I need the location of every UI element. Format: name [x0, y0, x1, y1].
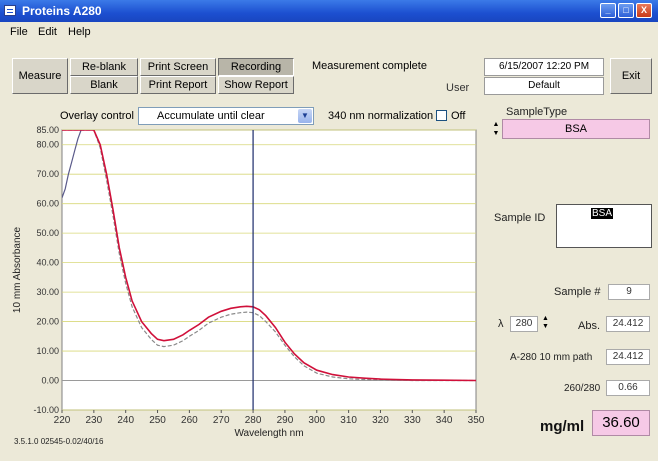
close-button[interactable]: X — [636, 3, 652, 18]
x-tick-label: 290 — [277, 415, 294, 426]
normalization-checkbox[interactable] — [436, 110, 447, 121]
x-tick-label: 240 — [117, 415, 134, 426]
abs-label: Abs. — [578, 320, 601, 332]
x-tick-label: 220 — [54, 415, 71, 426]
ratio-label: 260/280 — [564, 383, 601, 394]
ratio-value: 0.66 — [606, 380, 650, 396]
app-icon — [4, 5, 16, 16]
plot-area — [61, 129, 477, 411]
x-tick-label: 250 — [149, 415, 166, 426]
chevron-down-icon[interactable]: ▼ — [298, 109, 312, 123]
x-tick-label: 300 — [308, 415, 325, 426]
y-tick-label: 20.00 — [36, 317, 59, 327]
x-tick-label: 310 — [340, 415, 357, 426]
sample-id-label: Sample ID — [494, 212, 546, 224]
lambda-symbol: λ — [498, 318, 504, 330]
y-tick-label: 70.00 — [36, 169, 59, 179]
overlay-control-dropdown[interactable]: Accumulate until clear ▼ — [138, 107, 314, 125]
sample-id-field[interactable]: BSA — [556, 204, 652, 248]
normalization-label: 340 nm normalization — [328, 110, 434, 122]
print-report-button[interactable]: Print Report — [140, 76, 216, 94]
chart-panel: Overlay control Accumulate until clear ▼… — [6, 104, 484, 454]
x-axis-label: Wavelength nm — [234, 428, 303, 439]
x-tick-label: 340 — [436, 415, 453, 426]
menu-help[interactable]: Help — [68, 26, 91, 38]
y-tick-label: 60.00 — [36, 199, 59, 209]
y-tick-label: -10.00 — [33, 405, 59, 415]
series-line-0 — [62, 130, 476, 382]
user-label: User — [446, 82, 470, 94]
menu-file[interactable]: File — [10, 26, 28, 38]
y-tick-label: 40.00 — [36, 258, 59, 268]
exit-button[interactable]: Exit — [610, 58, 652, 94]
x-tick-label: 350 — [468, 415, 484, 426]
title-bar: Proteins A280 _ □ X — [0, 0, 658, 22]
normalization-off-label: Off — [451, 110, 466, 122]
minimize-button[interactable]: _ — [600, 3, 616, 18]
y-tick-label: 50.00 — [36, 228, 59, 238]
y-tick-label: 30.00 — [36, 287, 59, 297]
menu-bar: File Edit Help — [0, 22, 658, 42]
y-tick-label: 85.00 — [36, 126, 59, 135]
wavelength-spinner-icon[interactable]: ▲ ▼ — [542, 315, 549, 330]
sample-type-label: SampleType — [506, 106, 568, 118]
sample-number-value: 9 — [608, 284, 650, 300]
absorbance-chart: 85.00 80.00 70.00 60.00 50.00 40.00 30.00 20.00… — [12, 126, 484, 439]
y-tick-label: 80.00 — [36, 140, 59, 150]
toolbar: Measure Re-blank Blank Print Screen Prin… — [6, 50, 652, 100]
y-axis-label: 10 mm Absorbance — [12, 226, 23, 313]
sample-id-value: BSA — [591, 208, 614, 219]
user-field[interactable]: Default — [484, 77, 604, 95]
a280-label: A-280 10 mm path — [510, 352, 593, 363]
series-line-2 — [62, 130, 85, 199]
measure-button[interactable]: Measure — [12, 58, 68, 94]
x-tick-label: 270 — [213, 415, 230, 426]
concentration-label: mg/ml — [540, 418, 585, 435]
reblank-button[interactable]: Re-blank — [70, 58, 138, 76]
x-tick-label: 320 — [372, 415, 389, 426]
y-tick-label: 10.00 — [36, 346, 59, 356]
maximize-button[interactable]: □ — [618, 3, 634, 18]
menu-edit[interactable]: Edit — [38, 26, 57, 38]
window-title: Proteins A280 — [22, 4, 102, 18]
sample-type-field[interactable]: BSA — [502, 119, 650, 139]
y-tick-label: 0.00 — [41, 376, 59, 386]
show-report-button[interactable]: Show Report — [218, 76, 294, 94]
version-text: 3.5.1.0 02545-0.02/40/16 — [14, 437, 104, 446]
datetime-field: 6/15/2007 12:20 PM — [484, 58, 604, 76]
x-tick-label: 280 — [245, 415, 262, 426]
x-tick-label: 330 — [404, 415, 421, 426]
spinner-icon[interactable]: ▲ ▼ — [492, 121, 500, 137]
x-tick-label: 230 — [86, 415, 103, 426]
blank-button[interactable]: Blank — [70, 76, 138, 94]
print-screen-button[interactable]: Print Screen — [140, 58, 216, 76]
a280-value: 24.412 — [606, 349, 650, 365]
sample-panel: SampleType ▲ ▼ BSA Sample ID BSA Sample #… — [490, 104, 654, 454]
series-line-1 — [62, 130, 476, 382]
x-tick-label: 260 — [181, 415, 198, 426]
overlay-control-label: Overlay control — [60, 110, 134, 122]
recording-button[interactable]: Recording — [218, 58, 294, 76]
abs-value: 24.412 — [606, 316, 650, 332]
wavelength-input[interactable]: 280 — [510, 316, 538, 332]
status-text: Measurement complete — [312, 60, 427, 72]
sample-number-label: Sample # — [554, 286, 601, 298]
overlay-control-value: Accumulate until clear — [157, 110, 265, 122]
concentration-value: 36.60 — [592, 410, 650, 436]
